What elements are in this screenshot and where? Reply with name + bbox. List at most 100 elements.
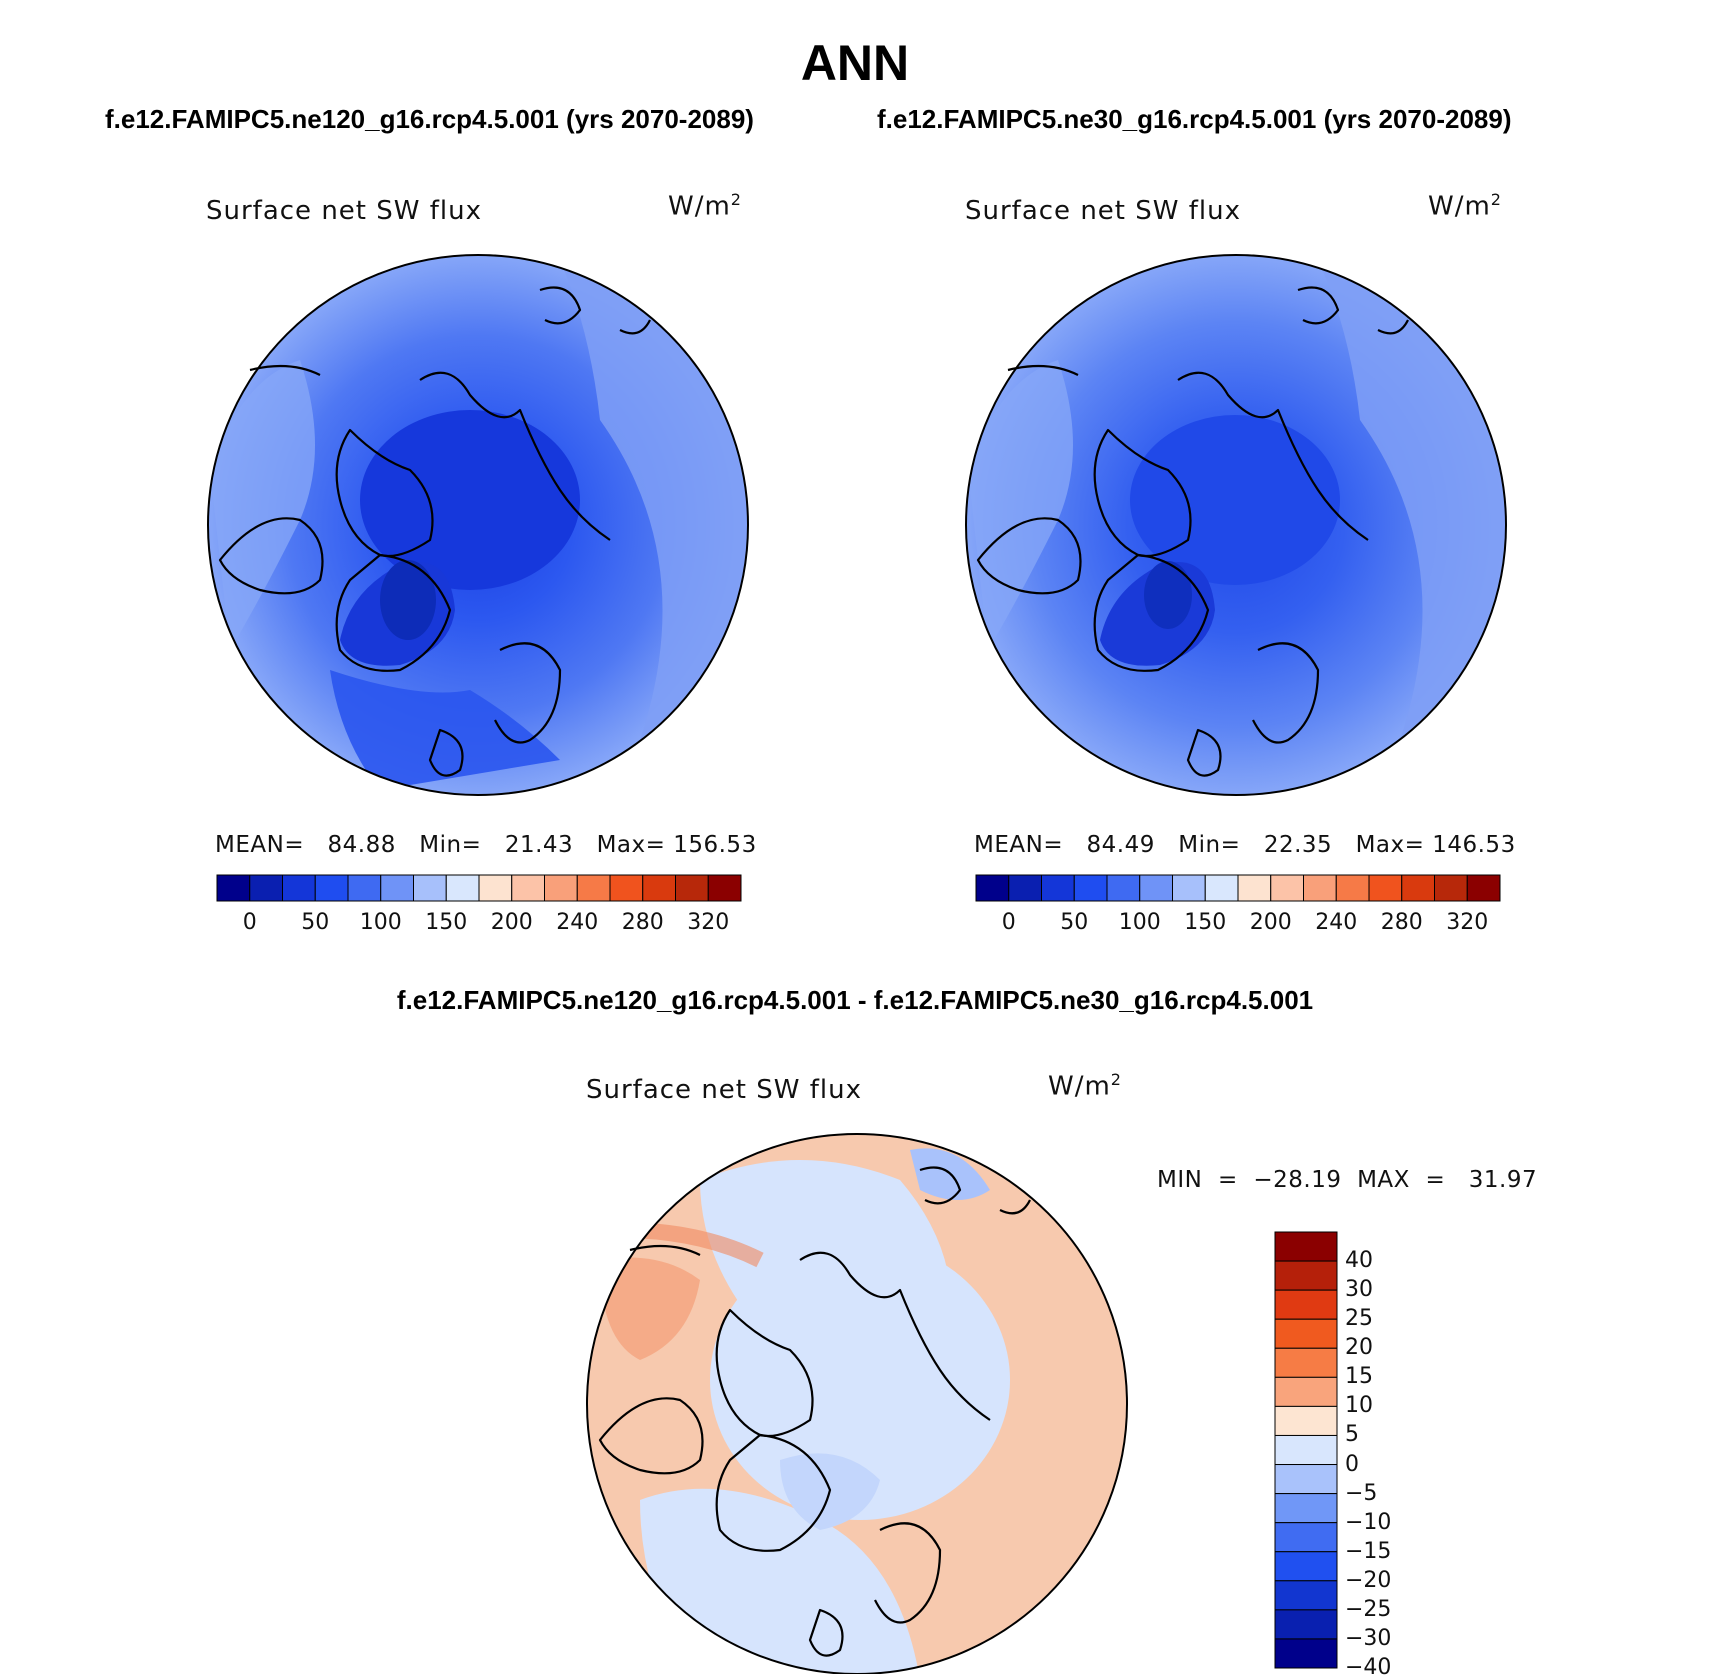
colorbar-tick-label: 0: [1345, 1451, 1359, 1477]
difference-title: f.e12.FAMIPC5.ne120_g16.rcp4.5.001 - f.e…: [396, 985, 1314, 1015]
colorbar-swatch: [1139, 874, 1173, 902]
colorbar-swatch: [1041, 874, 1075, 902]
colorbar-tick-label: −20: [1345, 1567, 1392, 1593]
colorbar-tick-label: 10: [1345, 1393, 1373, 1419]
colorbar-swatch: [1274, 1260, 1338, 1291]
colorbar-swatch: [975, 874, 1010, 902]
diff-coastlines: [598, 1166, 1031, 1657]
diff-variable-label: Surface net SW flux: [586, 1075, 862, 1105]
left-stats: MEAN= 84.88 Min= 21.43 Max= 156.53: [215, 832, 757, 858]
diff-polar-map: [587, 1134, 1127, 1674]
colorbar-swatch: [707, 874, 742, 902]
colorbar-tick-label: 200: [1249, 910, 1292, 935]
left-colorbar: [216, 874, 742, 902]
colorbar-tick-label: 240: [556, 910, 599, 935]
diff-colorbar: [1274, 1231, 1338, 1669]
colorbar-tick-label: 320: [687, 910, 730, 935]
colorbar-swatch: [1274, 1318, 1338, 1349]
colorbar-swatch: [1274, 1464, 1338, 1495]
colorbar-tick-label: 25: [1345, 1306, 1373, 1332]
colorbar-swatch: [1274, 1609, 1338, 1640]
colorbar-swatch: [576, 874, 611, 902]
left-polar-map: [208, 255, 748, 795]
colorbar-tick-label: 280: [621, 910, 664, 935]
colorbar-tick-label: −40: [1345, 1655, 1392, 1680]
colorbar-tick-label: −30: [1345, 1625, 1392, 1651]
colorbar-tick-label: 280: [1380, 910, 1423, 935]
colorbar-tick-label: 30: [1345, 1277, 1373, 1303]
left-variable-label: Surface net SW flux: [206, 196, 482, 226]
left-units-label: W/m2: [668, 190, 742, 222]
colorbar-tick-label: 5: [1345, 1422, 1359, 1448]
colorbar-swatch: [1274, 1347, 1338, 1378]
colorbar-swatch: [1008, 874, 1042, 902]
colorbar-swatch: [609, 874, 644, 902]
colorbar-swatch: [1237, 874, 1272, 902]
colorbar-swatch: [1274, 1551, 1338, 1582]
colorbar-swatch: [1204, 874, 1239, 902]
colorbar-tick-label: 50: [301, 910, 330, 935]
colorbar-swatch: [1434, 874, 1468, 902]
colorbar-swatch: [445, 874, 480, 902]
colorbar-swatch: [511, 874, 545, 902]
right-units-label: W/m2: [1428, 190, 1502, 222]
colorbar-swatch: [1274, 1522, 1338, 1553]
colorbar-swatch: [314, 874, 349, 902]
colorbar-swatch: [1274, 1376, 1338, 1407]
colorbar-swatch: [1368, 874, 1403, 902]
colorbar-swatch: [347, 874, 382, 902]
right-colorbar: [975, 874, 1501, 902]
colorbar-swatch: [1172, 874, 1206, 902]
colorbar-swatch: [380, 874, 414, 902]
colorbar-swatch: [1274, 1638, 1338, 1669]
colorbar-swatch: [1274, 1434, 1338, 1466]
diff-units-label: W/m2: [1048, 1070, 1122, 1102]
colorbar-tick-label: 320: [1446, 910, 1489, 935]
colorbar-swatch: [1274, 1493, 1338, 1524]
colorbar-swatch: [478, 874, 513, 902]
colorbar-tick-label: 0: [242, 910, 257, 935]
colorbar-swatch: [1073, 874, 1108, 902]
left-case-title: f.e12.FAMIPC5.ne120_g16.rcp4.5.001 (yrs …: [105, 104, 754, 134]
right-coastlines: [976, 286, 1409, 777]
colorbar-tick-label: 200: [490, 910, 533, 935]
colorbar-tick-label: −10: [1345, 1509, 1392, 1535]
colorbar-swatch: [642, 874, 676, 902]
colorbar-tick-label: 0: [1001, 910, 1016, 935]
colorbar-swatch: [249, 874, 283, 902]
colorbar-tick-label: 20: [1345, 1335, 1373, 1361]
colorbar-tick-label: 40: [1345, 1248, 1373, 1274]
colorbar-swatch: [1270, 874, 1304, 902]
colorbar-tick-label: 50: [1060, 910, 1089, 935]
colorbar-tick-label: 150: [1184, 910, 1227, 935]
colorbar-swatch: [1466, 874, 1501, 902]
colorbar-swatch: [216, 874, 251, 902]
colorbar-swatch: [1303, 874, 1337, 902]
right-variable-label: Surface net SW flux: [965, 196, 1241, 226]
colorbar-swatch: [1274, 1289, 1338, 1320]
colorbar-swatch: [1274, 1580, 1338, 1611]
right-stats: MEAN= 84.49 Min= 22.35 Max= 146.53: [974, 832, 1516, 858]
colorbar-tick-label: −25: [1345, 1596, 1392, 1622]
colorbar-swatch: [282, 874, 316, 902]
colorbar-swatch: [1335, 874, 1370, 902]
colorbar-tick-label: 100: [1118, 910, 1161, 935]
colorbar-swatch: [1274, 1405, 1338, 1436]
right-polar-map: [966, 255, 1506, 795]
colorbar-swatch: [675, 874, 709, 902]
colorbar-tick-label: −5: [1345, 1480, 1378, 1506]
colorbar-tick-label: −15: [1345, 1538, 1392, 1564]
colorbar-tick-label: 150: [425, 910, 468, 935]
figure-title: ANN: [800, 35, 910, 91]
colorbar-tick-label: 15: [1345, 1364, 1373, 1390]
diff-stats: MIN = −28.19 MAX = 31.97: [1157, 1167, 1538, 1193]
colorbar-swatch: [544, 874, 578, 902]
colorbar-tick-label: 100: [359, 910, 402, 935]
colorbar-swatch: [1106, 874, 1141, 902]
colorbar-swatch: [1401, 874, 1435, 902]
colorbar-swatch: [413, 874, 447, 902]
colorbar-tick-label: 240: [1315, 910, 1358, 935]
left-coastlines: [218, 286, 651, 777]
colorbar-swatch: [1274, 1231, 1338, 1262]
